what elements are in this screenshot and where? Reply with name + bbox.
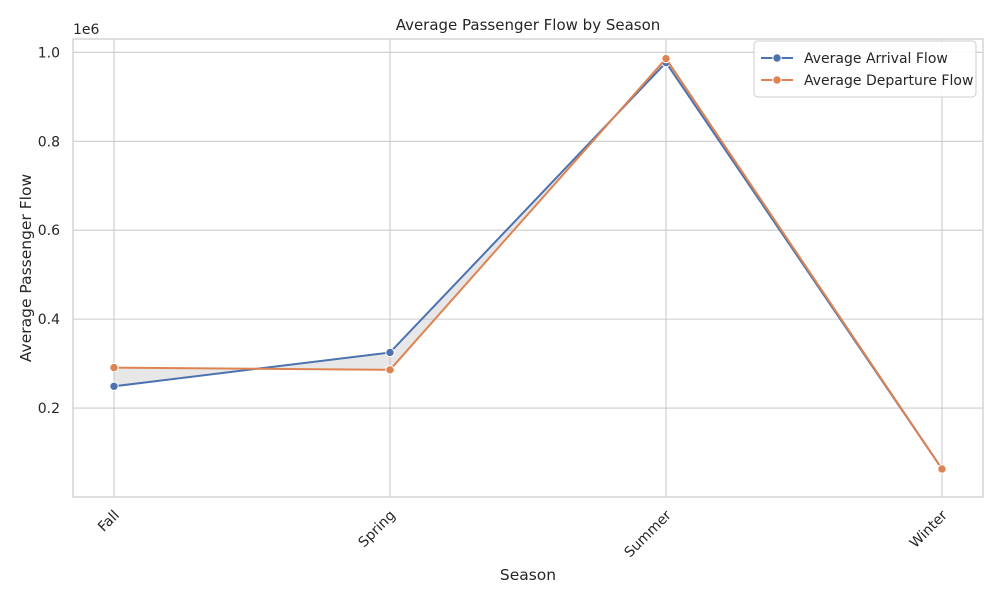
y-tick-label: 0.8 xyxy=(38,134,60,150)
series-line-average-departure-flow xyxy=(113,56,943,470)
fill-between-region xyxy=(114,58,942,469)
chart-title: Average Passenger Flow by Season xyxy=(396,16,661,34)
grid xyxy=(73,39,983,497)
data-point-average-departure-flow xyxy=(109,362,119,373)
y-tick-label: 1.0 xyxy=(38,45,60,61)
legend-label-average-arrival-flow: Average Arrival Flow xyxy=(804,51,948,67)
legend-box xyxy=(753,40,977,98)
x-tick-label: Fall xyxy=(95,508,123,536)
x-tick-label: Winter xyxy=(907,507,951,551)
y-tick-label: 0.4 xyxy=(38,312,60,328)
legend: Average Arrival Flow Average Departure Fl… xyxy=(753,40,977,98)
y-axis-offset-label: 1e6 xyxy=(73,22,100,38)
x-axis-title: Season xyxy=(500,566,556,584)
y-axis-title: Average Passenger Flow xyxy=(17,174,35,363)
data-point-average-arrival-flow xyxy=(109,381,119,391)
data-point-average-departure-flow xyxy=(385,365,395,375)
axes-frame xyxy=(72,38,984,498)
y-tick-label: 0.2 xyxy=(38,401,60,417)
series-lines xyxy=(109,53,947,474)
y-axis-ticks: 0.2 0.4 0.6 0.8 1.0 xyxy=(38,45,60,417)
data-point-average-departure-flow xyxy=(661,53,671,64)
y-tick-label: 0.6 xyxy=(38,223,60,239)
legend-label-average-departure-flow: Average Departure Flow xyxy=(804,73,973,89)
fill-between-area xyxy=(114,58,942,469)
data-point-average-departure-flow xyxy=(937,464,947,474)
x-tick-label: Spring xyxy=(356,508,399,551)
plot-area-border xyxy=(72,38,984,498)
x-tick-label: Summer xyxy=(622,507,675,560)
x-axis-ticks: Fall Spring Summer Winter xyxy=(95,507,951,560)
legend-marker-average-departure-flow xyxy=(772,75,782,85)
data-point-average-arrival-flow xyxy=(385,347,395,358)
legend-marker-average-arrival-flow xyxy=(772,53,782,63)
